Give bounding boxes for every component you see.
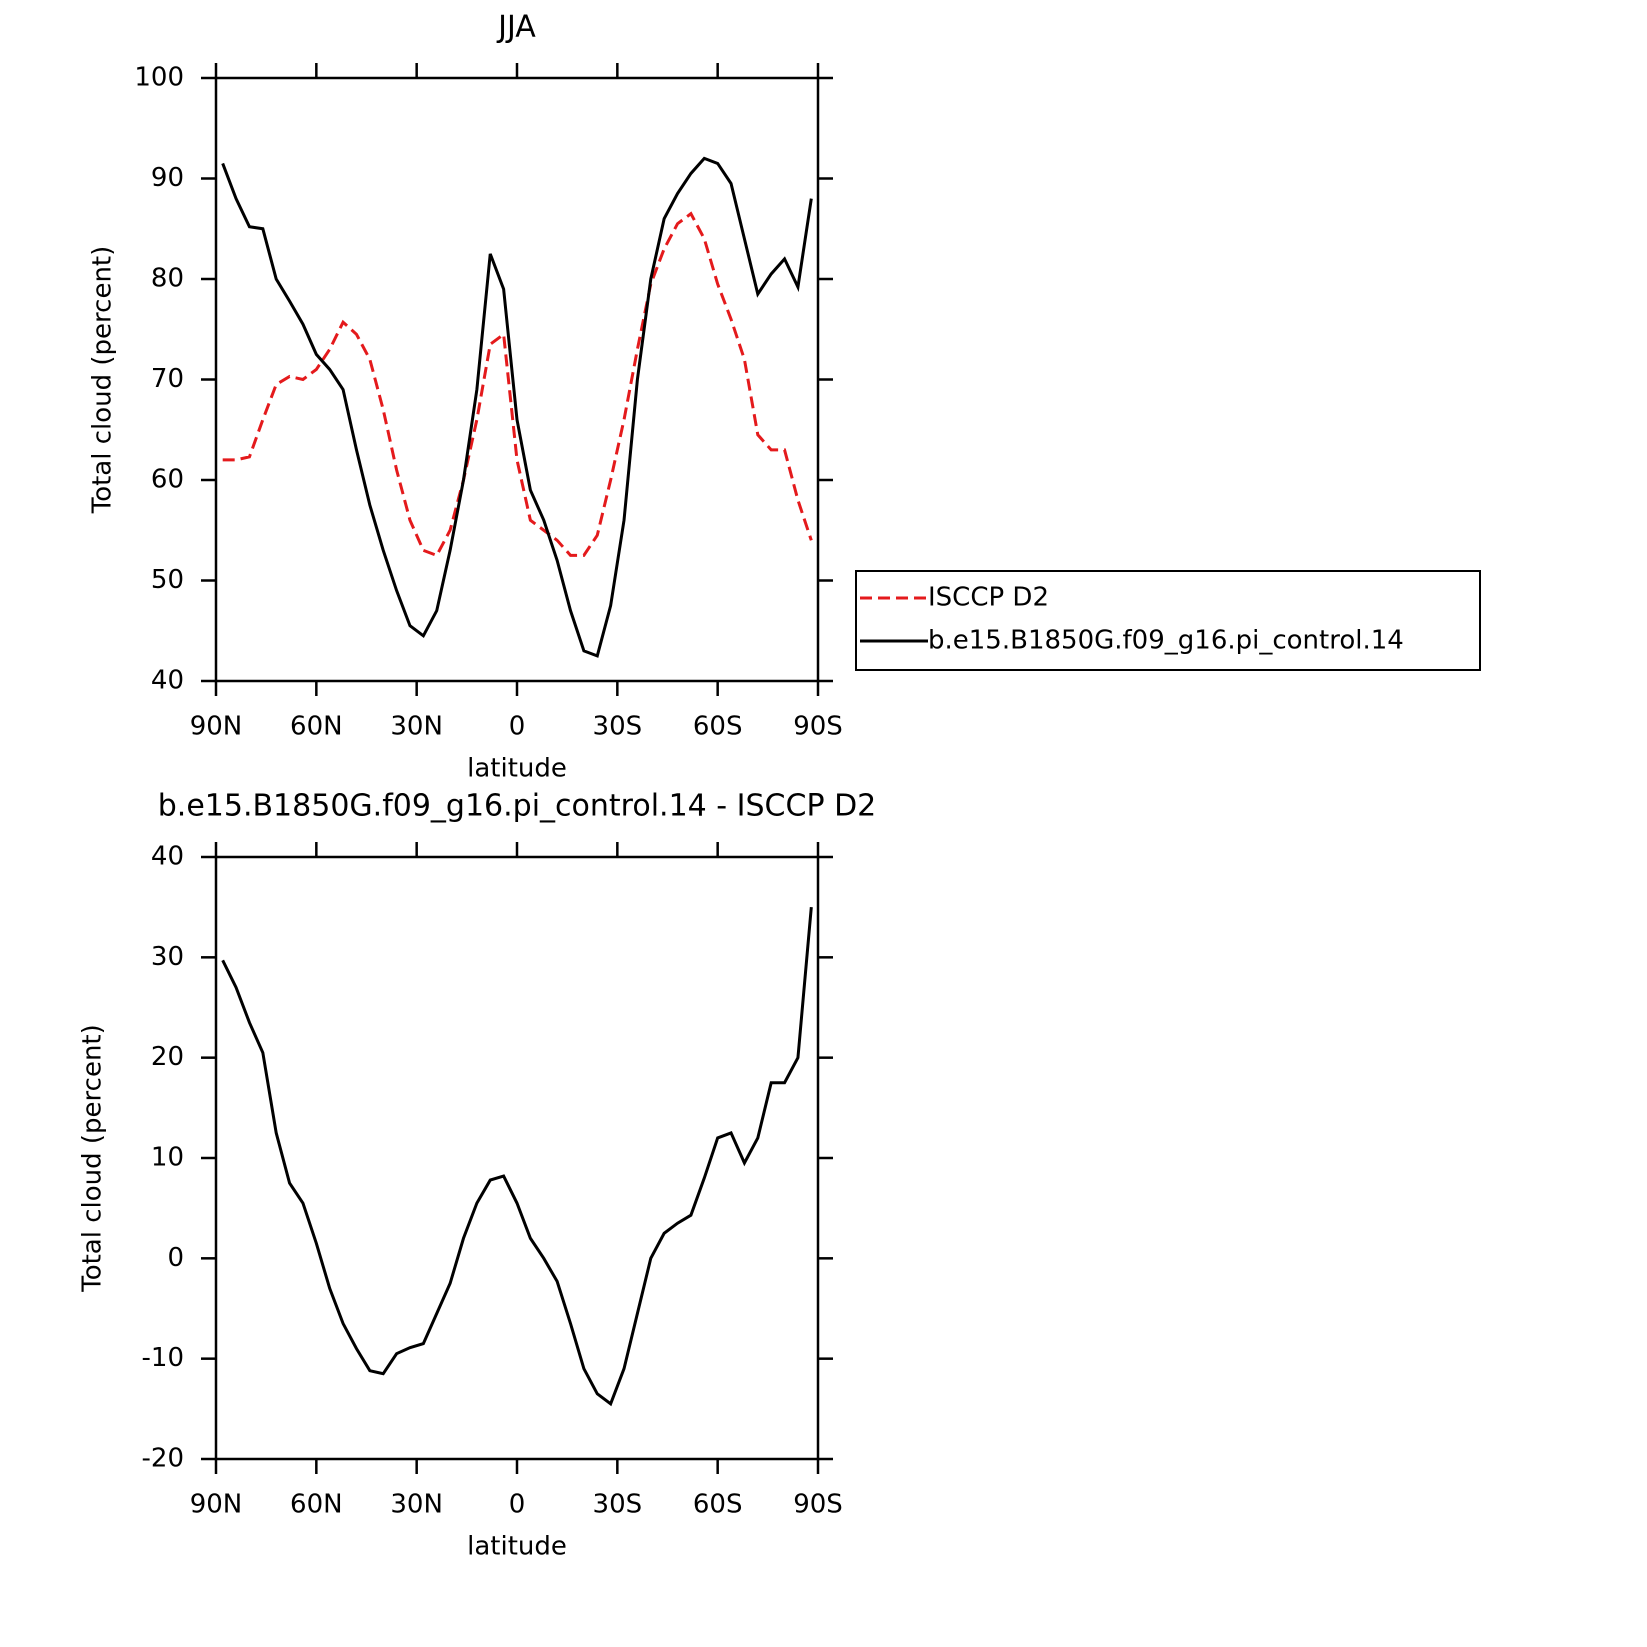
y-tick-label: 80 [151,264,184,294]
x-tick-label: 90S [793,712,843,742]
plot-frame [214,855,820,1461]
x-tick-label: 90N [190,1490,243,1520]
x-tick-label: 30S [593,1490,643,1520]
y-tick-label: 10 [151,1143,184,1173]
x-tick-label: 90S [793,1490,843,1520]
y-tick-label: 30 [151,942,184,972]
legend-label: ISCCP D2 [928,583,1049,613]
x-tick-label: 0 [509,712,526,742]
x-tick-label: 60S [693,1490,743,1520]
y-tick-label: 0 [167,1243,184,1273]
chart-title: b.e15.B1850G.f09_g16.pi_control.14 - ISC… [158,789,877,824]
y-tick-label: 50 [151,565,184,595]
y-tick-label: -10 [142,1343,184,1373]
chart-title: JJA [496,10,536,45]
x-tick-label: 60N [290,712,343,742]
y-tick-label: 60 [151,465,184,495]
legend-label: b.e15.B1850G.f09_g16.pi_control.14 [928,626,1404,656]
y-tick-label: 20 [151,1042,184,1072]
x-tick-label: 30N [390,1490,443,1520]
y-axis-label: Total cloud (percent) [78,1024,108,1293]
x-tick-label: 30S [593,712,643,742]
y-tick-label: 100 [134,63,184,93]
y-tick-label: 70 [151,364,184,394]
y-axis-label: Total cloud (percent) [88,246,118,515]
x-tick-label: 60S [693,712,743,742]
plot-frame [214,76,820,683]
y-tick-label: -20 [142,1444,184,1474]
x-tick-label: 0 [509,1490,526,1520]
data-line [221,907,813,1407]
y-tick-label: 40 [151,842,184,872]
y-tick-label: 40 [151,666,184,696]
x-tick-label: 60N [290,1490,343,1520]
data-line [221,156,813,658]
x-axis-label: latitude [467,1532,567,1562]
x-tick-label: 30N [390,712,443,742]
data-line [222,211,813,558]
x-axis-label: latitude [467,754,567,784]
x-tick-label: 90N [190,712,243,742]
y-tick-label: 90 [151,163,184,193]
legend-box [855,570,1481,671]
